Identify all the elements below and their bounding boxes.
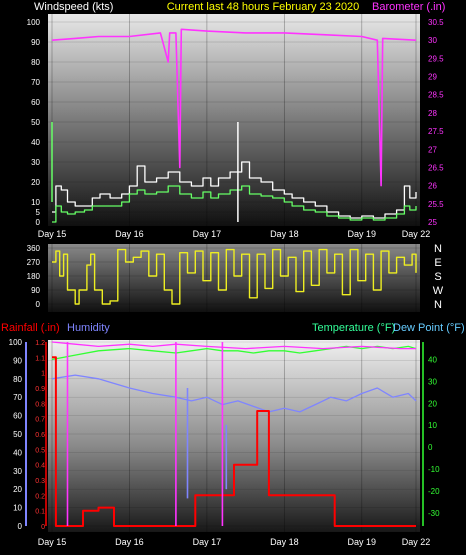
dewpoint-axis-title: Dew Point (°F) — [393, 322, 465, 334]
y-tick-label-direction-180: 180 — [27, 272, 41, 281]
compass-label-w-1: W — [433, 285, 444, 297]
compass-label-s-2: S — [434, 271, 441, 283]
y-tick-label-wind-10: 10 — [31, 198, 40, 207]
y-tick-label-barometer-27: 27 — [428, 145, 437, 154]
y-tick-label-direction-360: 360 — [27, 244, 41, 253]
x-tick-label-day-15-panel-3: Day 15 — [38, 537, 67, 547]
y-tick-label-direction-90: 90 — [31, 286, 40, 295]
y-tick-label-humidity-40: 40 — [13, 448, 22, 457]
y-tick-label-barometer-30-5: 30.5 — [428, 18, 444, 27]
y-tick-label-temperature--30: -30 — [428, 509, 440, 518]
y-tick-label-wind-5: 5 — [36, 208, 41, 217]
x-tick-label-day-19-panel-1: Day 19 — [348, 229, 377, 239]
y-tick-label-humidity-50: 50 — [13, 430, 22, 439]
series-rain-panel-3 — [51, 341, 416, 350]
y-tick-label-wind-50: 50 — [31, 118, 40, 127]
x-tick-label-day-17-panel-1: Day 17 — [193, 229, 222, 239]
y-tick-label-barometer-29: 29 — [428, 73, 437, 82]
series-rain-panel-2 — [51, 345, 417, 361]
y-tick-label-wind-100: 100 — [27, 18, 41, 27]
rainfall-axis-title: Rainfall (.in) — [1, 322, 60, 334]
y-tick-label-barometer-26-5: 26.5 — [428, 163, 444, 172]
y-tick-label-temperature-20: 20 — [428, 399, 437, 408]
series-wind-panel-1 — [52, 161, 417, 219]
y-tick-label-humidity-10: 10 — [13, 504, 22, 513]
x-tick-label-day-18-panel-3: Day 18 — [270, 537, 299, 547]
y-tick-label-humidity-70: 70 — [13, 393, 22, 402]
y-tick-label-humidity-60: 60 — [13, 412, 22, 421]
y-tick-label-rain-0-2: 0.2 — [35, 493, 45, 500]
y-tick-label-barometer-25: 25 — [428, 218, 437, 227]
y-tick-label-barometer-27-5: 27.5 — [428, 127, 444, 136]
x-tick-label-day-18-panel-1: Day 18 — [270, 229, 299, 239]
series-direction-1 — [52, 248, 417, 305]
rain-panel-background — [48, 340, 420, 532]
y-tick-label-rain-0-5: 0.5 — [35, 447, 45, 454]
compass-label-n-0: N — [434, 299, 442, 311]
y-tick-label-humidity-90: 90 — [13, 356, 22, 365]
y-tick-label-rain-0-9: 0.9 — [35, 386, 45, 393]
y-tick-label-barometer-28-5: 28.5 — [428, 91, 444, 100]
y-tick-label-rain-0-8: 0.8 — [35, 401, 45, 408]
y-tick-label-humidity-80: 80 — [13, 375, 22, 384]
wind-panel-background — [48, 14, 420, 226]
y-tick-label-wind-20: 20 — [31, 178, 40, 187]
y-tick-label-direction-0: 0 — [36, 300, 41, 309]
temperature-axis-title: Temperature (°F) — [312, 322, 395, 334]
y-tick-label-rain-0: 0 — [41, 524, 45, 531]
series-wind-panel-3 — [51, 28, 417, 187]
y-tick-label-rain-0-1: 0.1 — [35, 509, 45, 516]
y-tick-label-wind-0: 0 — [36, 218, 41, 227]
y-tick-label-temperature--10: -10 — [428, 465, 440, 474]
x-tick-label-day-16-panel-3: Day 16 — [115, 537, 144, 547]
x-tick-label-day-15-panel-1: Day 15 — [38, 229, 67, 239]
windspeed-axis-title: Windspeed (kts) — [34, 1, 113, 13]
y-tick-label-temperature-30: 30 — [428, 377, 437, 386]
y-tick-label-temperature-10: 10 — [428, 421, 437, 430]
y-tick-label-humidity-0: 0 — [18, 522, 23, 531]
y-tick-label-barometer-26: 26 — [428, 182, 437, 191]
compass-label-e-3: E — [434, 257, 441, 269]
series-rain-panel-4 — [52, 356, 416, 527]
y-tick-label-humidity-100: 100 — [9, 338, 23, 347]
y-tick-label-rain-0-4: 0.4 — [35, 463, 45, 470]
y-tick-label-wind-90: 90 — [31, 38, 40, 47]
barometer-axis-title: Barometer (.in) — [372, 1, 445, 13]
y-tick-label-rain-0-6: 0.6 — [35, 432, 45, 439]
series-rain-panel-1 — [51, 374, 417, 413]
y-tick-label-barometer-30: 30 — [428, 36, 437, 45]
series-wind-panel-2 — [52, 185, 417, 223]
x-tick-label-day-16-panel-1: Day 16 — [115, 229, 144, 239]
y-tick-label-humidity-20: 20 — [13, 485, 22, 494]
y-tick-label-rain-1: 1 — [41, 371, 45, 378]
y-tick-label-wind-80: 80 — [31, 58, 40, 67]
x-tick-label-day-17-panel-3: Day 17 — [193, 537, 222, 547]
x-tick-label-day-22-panel-1: Day 22 — [402, 229, 431, 239]
y-tick-label-temperature--20: -20 — [428, 487, 440, 496]
y-tick-label-rain-0-3: 0.3 — [35, 478, 45, 485]
y-tick-label-direction-270: 270 — [27, 258, 41, 267]
y-tick-label-temperature-0: 0 — [428, 443, 433, 452]
y-tick-label-wind-70: 70 — [31, 78, 40, 87]
y-tick-label-rain-1-2: 1.2 — [35, 340, 45, 347]
y-tick-label-barometer-29-5: 29.5 — [428, 54, 444, 63]
x-tick-label-day-19-panel-3: Day 19 — [348, 537, 377, 547]
y-tick-label-wind-40: 40 — [31, 138, 40, 147]
y-tick-label-rain-0-7: 0.7 — [35, 417, 45, 424]
y-tick-label-barometer-28: 28 — [428, 109, 437, 118]
y-tick-label-rain-1-1: 1.1 — [35, 355, 45, 362]
y-tick-label-humidity-30: 30 — [13, 467, 22, 476]
chart-title: Current last 48 hours February 23 2020 — [167, 1, 360, 13]
compass-label-n-4: N — [434, 243, 442, 255]
y-tick-label-wind-30: 30 — [31, 158, 40, 167]
y-tick-label-temperature-40: 40 — [428, 356, 437, 365]
x-tick-label-day-22-panel-3: Day 22 — [402, 537, 431, 547]
y-tick-label-wind-60: 60 — [31, 98, 40, 107]
y-tick-label-barometer-25-5: 25.5 — [428, 200, 444, 209]
humidity-axis-title: Humidity — [67, 322, 110, 334]
